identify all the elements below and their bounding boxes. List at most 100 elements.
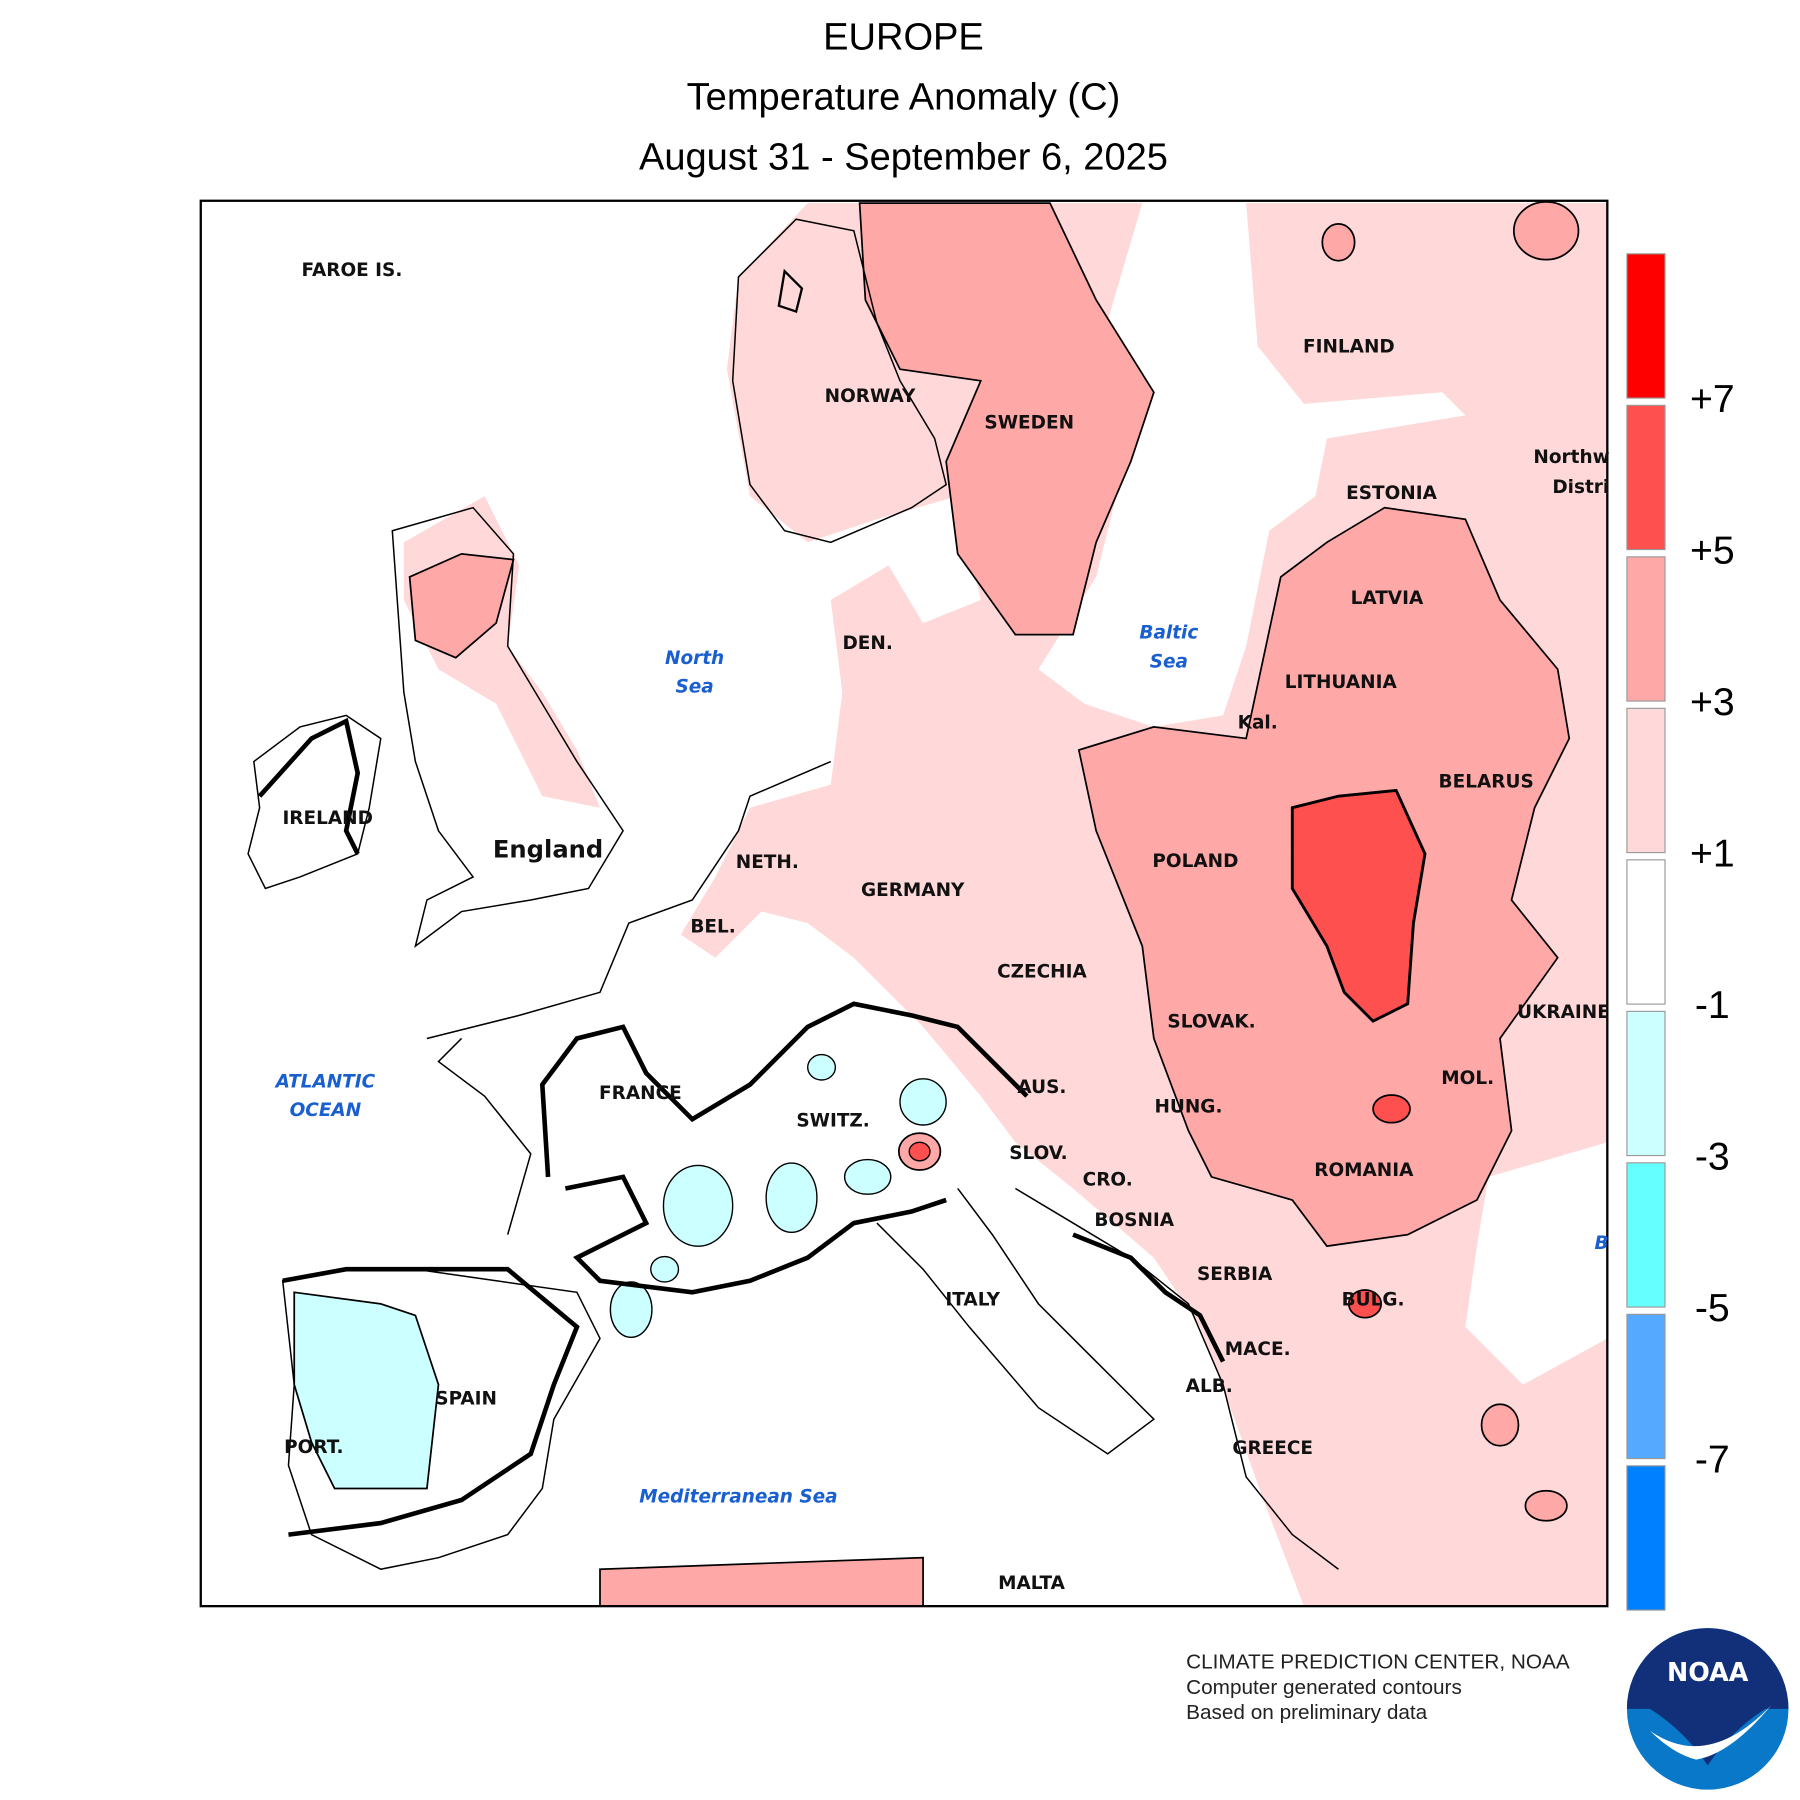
country-label: ROMANIA	[1314, 1160, 1414, 1181]
contour	[564, 1174, 947, 1295]
country-label: Northw	[1533, 447, 1609, 468]
country-label: IRELAND	[282, 808, 372, 829]
anomaly-field	[650, 1255, 680, 1283]
country-label: HUNG.	[1154, 1097, 1222, 1118]
country-label: FINLAND	[1303, 336, 1395, 357]
country-label: SPAIN	[435, 1389, 497, 1410]
legend-swatch	[1626, 253, 1666, 399]
anomaly-field	[293, 1291, 440, 1490]
sea-label: Sea	[675, 677, 713, 698]
country-label: CRO.	[1083, 1169, 1133, 1190]
legend-tick-label: -1	[1695, 983, 1730, 1027]
legend-swatch	[1626, 1010, 1666, 1157]
legend-tick-label: +3	[1690, 680, 1735, 724]
coastline	[876, 1188, 1155, 1455]
legend-swatch	[1626, 556, 1666, 702]
country-label: Kal.	[1238, 712, 1278, 733]
legend-swatch	[1626, 1465, 1666, 1611]
sea-label: ATLANTIC	[274, 1071, 376, 1092]
anomaly-field	[599, 1556, 924, 1607]
anomaly-field	[908, 1141, 931, 1162]
country-label: ITALY	[945, 1289, 1000, 1310]
anomaly-field	[408, 552, 515, 659]
country-label: BULG.	[1342, 1289, 1405, 1310]
anomaly-field	[1524, 1489, 1568, 1522]
country-label: FRANCE	[599, 1083, 682, 1104]
map-area	[200, 200, 1608, 1607]
anomaly-field	[858, 202, 1155, 636]
country-label: SWEDEN	[984, 412, 1074, 433]
title-region: EUROPE	[823, 17, 984, 59]
logo-top	[1626, 1628, 1789, 1766]
sea-label: OCEAN	[290, 1100, 362, 1121]
country-label: MACE.	[1225, 1339, 1291, 1360]
anomaly-field	[1321, 222, 1356, 262]
country-label: AUS.	[1017, 1077, 1066, 1098]
country-label: ESTONIA	[1346, 483, 1437, 504]
sea-label: B	[1594, 1233, 1608, 1254]
sea-area	[1038, 203, 1466, 727]
country-label: SWITZ.	[796, 1111, 870, 1132]
anomaly-field	[765, 1162, 818, 1233]
legend-tick-label: +5	[1690, 529, 1735, 573]
logo-bird	[1650, 1705, 1772, 1760]
footer-line: CLIMATE PREDICTION CENTER, NOAA	[1186, 1650, 1570, 1673]
coastline	[391, 506, 624, 949]
coastline	[1014, 1187, 1339, 1570]
country-label: SERBIA	[1197, 1264, 1273, 1285]
country-label: MALTA	[998, 1573, 1066, 1594]
legend-tick-label: -5	[1695, 1286, 1730, 1330]
country-label: GREECE	[1232, 1438, 1313, 1459]
country-label: SLOVAK.	[1167, 1011, 1255, 1032]
footer-line: Computer generated contours	[1186, 1676, 1462, 1699]
country-label: ALB.	[1186, 1376, 1233, 1397]
logo-text: NOAA	[1667, 1657, 1749, 1687]
country-label: England	[493, 835, 603, 863]
anomaly-field	[662, 1164, 734, 1247]
country-label: NORWAY	[825, 386, 916, 407]
country-label: GERMANY	[861, 880, 965, 901]
country-label: NETH.	[736, 852, 799, 873]
legend-swatch	[1626, 1162, 1666, 1308]
contour	[539, 1001, 1029, 1178]
sea-label: Sea	[1150, 651, 1188, 672]
sea-label: Baltic	[1139, 622, 1198, 643]
sea-label: Mediterranean Sea	[639, 1487, 837, 1508]
legend-swatch	[1626, 404, 1666, 551]
country-label: BEL.	[690, 917, 735, 938]
country-label: POLAND	[1152, 851, 1238, 872]
title-variable: Temperature Anomaly (C)	[687, 77, 1121, 119]
legend-tick-label: -7	[1695, 1438, 1730, 1482]
coastline	[281, 1268, 601, 1571]
noaa-logo: NOAA	[1626, 1628, 1789, 1790]
anomaly-field	[1290, 788, 1427, 1023]
country-label: UKRAINE	[1517, 1002, 1610, 1023]
country-label: BOSNIA	[1094, 1210, 1174, 1231]
contour	[282, 1266, 580, 1537]
legend-tick-label: +1	[1690, 832, 1735, 876]
country-label: BELARUS	[1439, 771, 1534, 792]
coastline	[247, 714, 382, 890]
country-label: MOL.	[1441, 1068, 1494, 1089]
contour	[1072, 1232, 1226, 1363]
footer-line: Based on preliminary data	[1186, 1701, 1428, 1724]
labels: FAROE IS. NORWAY SWEDEN FINLAND Northw Distri…	[274, 260, 1610, 1594]
anomaly-field	[806, 1053, 837, 1081]
anomaly-field	[609, 1281, 653, 1338]
country-label: LITHUANIA	[1285, 672, 1398, 693]
legend-tick-label: +7	[1690, 377, 1735, 421]
legend-swatch	[1626, 1313, 1666, 1460]
anomaly-field	[1372, 1094, 1411, 1124]
sea-area	[1465, 1142, 1608, 1385]
anomaly-field	[1480, 1403, 1520, 1447]
country-label: SLOV.	[1009, 1143, 1068, 1164]
anomaly-field	[1512, 201, 1580, 261]
anomaly-field	[1347, 1289, 1383, 1319]
country-label: LATVIA	[1351, 588, 1424, 609]
country-label: FAROE IS.	[301, 260, 402, 281]
color-legend: +7 +5 +3 +1 -1 -3 -5 -7	[1626, 253, 1735, 1611]
contour	[777, 268, 804, 314]
title-period: August 31 - September 6, 2025	[639, 137, 1168, 179]
coastline	[731, 218, 948, 544]
